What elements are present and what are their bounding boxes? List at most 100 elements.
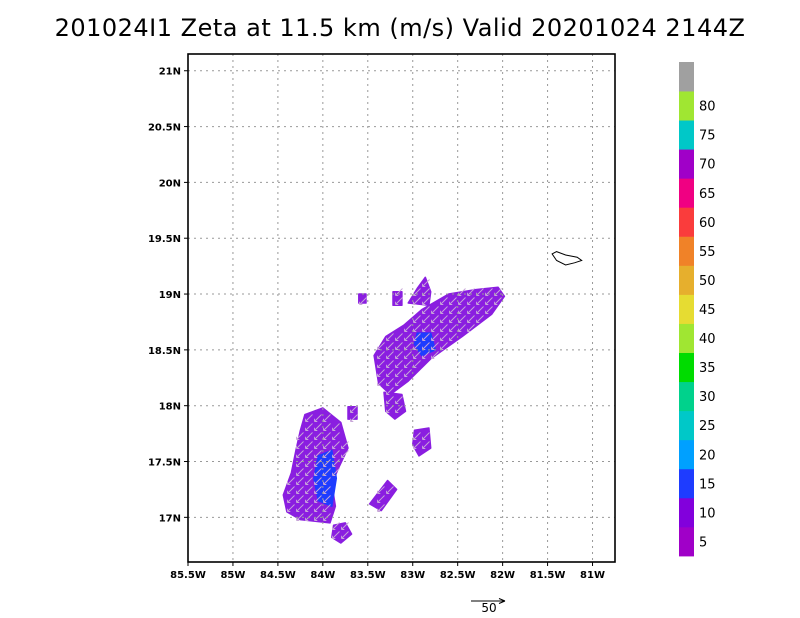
wind-vector	[332, 450, 340, 458]
wind-vector	[377, 351, 385, 359]
wind-vector	[332, 441, 340, 449]
wind-vector	[296, 468, 304, 476]
wind-vector	[404, 324, 412, 332]
wind-vector	[341, 450, 349, 458]
y-tick-label: 19N	[159, 290, 181, 301]
coastline-layer	[551, 251, 583, 266]
colorbar-label: 55	[699, 245, 716, 260]
wind-vector	[314, 495, 322, 503]
wind-vector	[413, 342, 421, 350]
wind-vector	[305, 432, 313, 440]
wind-vector	[458, 297, 466, 305]
y-axis: 17N 17.5N 18N 18.5N 19N 19.5N 20N 20.5N 21N	[148, 67, 188, 524]
wind-vector	[386, 333, 394, 341]
wind-vector	[413, 297, 421, 305]
wind-vector	[422, 441, 430, 449]
y-tick-label: 20.5N	[148, 123, 181, 134]
colorbar-swatch	[679, 178, 694, 208]
wind-vector	[323, 423, 331, 431]
wind-vector	[323, 432, 331, 440]
coastline-grand-cayman	[551, 251, 583, 266]
wind-vector	[377, 486, 385, 494]
wind-vector	[287, 504, 295, 512]
colorbar-label: 15	[699, 477, 716, 492]
wind-vector	[314, 468, 322, 476]
wind-vector	[431, 324, 439, 332]
wind-vector	[386, 351, 394, 359]
wind-vector	[395, 342, 403, 350]
wind-vector	[377, 504, 385, 512]
x-tick-label: 81.5W	[530, 570, 566, 581]
wind-vector	[296, 477, 304, 485]
colorbar-label: 35	[699, 361, 716, 376]
wind-vector	[422, 432, 430, 440]
wind-vector	[431, 306, 439, 314]
wind-vector	[476, 315, 484, 323]
x-tick-label: 82.5W	[440, 570, 476, 581]
wind-vector	[296, 504, 304, 512]
wind-vector	[395, 378, 403, 386]
colorbar-swatch	[679, 91, 694, 121]
grid-layer	[188, 54, 615, 562]
wind-vector	[413, 441, 421, 449]
wind-vector	[422, 333, 430, 341]
wind-vector	[395, 369, 403, 377]
wind-vector	[476, 297, 484, 305]
wind-vector	[332, 522, 340, 530]
wind-vector	[332, 432, 340, 440]
wind-vector	[440, 315, 448, 323]
colorbar-swatch	[679, 323, 694, 353]
wind-vector	[350, 405, 358, 413]
x-axis: 85.5W 85W 84.5W 84W 83.5W 83W 82.5W 82W 81.5W 81W	[170, 562, 605, 581]
wind-vector	[386, 369, 394, 377]
wind-vector-layer	[287, 279, 502, 539]
wind-vector	[422, 306, 430, 314]
wind-vector	[323, 450, 331, 458]
wind-vector	[395, 288, 403, 296]
wind-vector	[440, 297, 448, 305]
colorbar-swatch	[679, 468, 694, 499]
colorbar-swatch	[679, 439, 694, 470]
colorbar-swatch	[679, 265, 694, 295]
shaded-region-mid-fragment	[368, 479, 398, 512]
colorbar-swatch	[679, 497, 694, 528]
wind-vector	[404, 351, 412, 359]
wind-vector	[377, 369, 385, 377]
wind-vector	[395, 297, 403, 305]
wind-vector	[314, 450, 322, 458]
wind-vector	[305, 504, 313, 512]
reference-vector-arrowhead	[498, 598, 506, 604]
shaded-field-layer	[282, 276, 506, 544]
wind-vector	[440, 324, 448, 332]
colorbar-label: 60	[699, 216, 716, 231]
wind-vector	[404, 369, 412, 377]
wind-vector	[395, 360, 403, 368]
wind-vector	[422, 324, 430, 332]
wind-vector	[314, 504, 322, 512]
wind-vector	[314, 513, 322, 521]
wind-vector	[314, 459, 322, 467]
wind-vector	[476, 306, 484, 314]
wind-vector	[431, 351, 439, 359]
x-tick-label: 84.5W	[260, 570, 296, 581]
wind-vector	[323, 441, 331, 449]
wind-vector	[314, 486, 322, 494]
wind-vector	[413, 324, 421, 332]
wind-vector	[395, 396, 403, 404]
wind-vector	[323, 414, 331, 422]
colorbar-label: 10	[699, 506, 716, 521]
colorbar-swatch	[679, 120, 694, 150]
reference-vector: 50	[471, 598, 506, 615]
wind-vector	[386, 396, 394, 404]
wind-vector	[323, 468, 331, 476]
reference-vector-label: 50	[481, 601, 496, 615]
wind-vector	[341, 531, 349, 539]
x-tick-label: 85.5W	[170, 570, 206, 581]
wind-vector	[467, 324, 475, 332]
wind-vector	[287, 477, 295, 485]
wind-vector	[404, 333, 412, 341]
wind-vector	[341, 441, 349, 449]
wind-vector	[323, 486, 331, 494]
colorbar-label: 45	[699, 303, 716, 318]
wind-vector	[314, 477, 322, 485]
